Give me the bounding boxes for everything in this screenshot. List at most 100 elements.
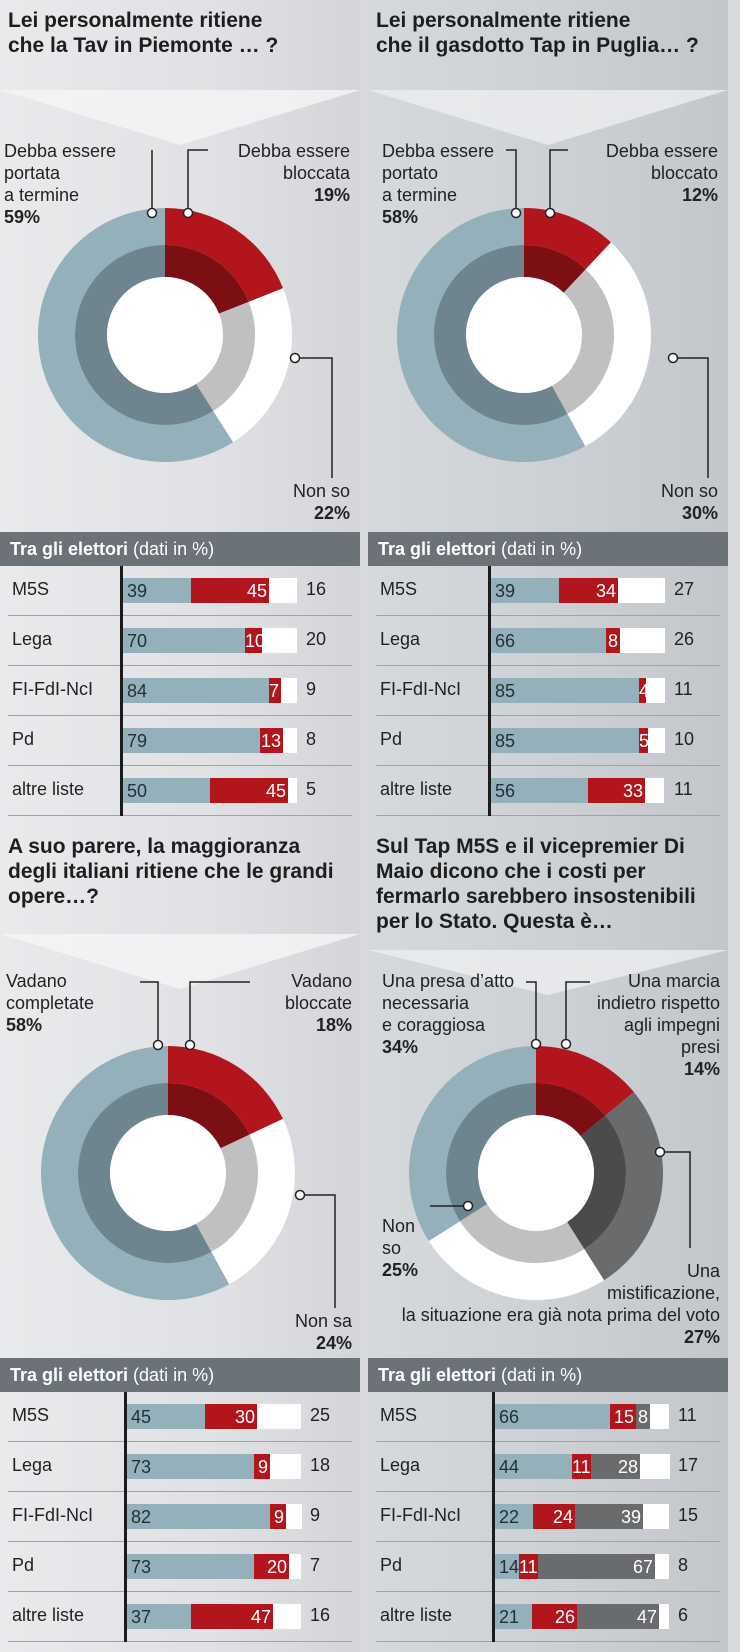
label-unsure-text: Non so [292, 481, 350, 501]
question-title: Lei personalmente ritiene che la Tav in … [8, 9, 279, 57]
label-complete-text: Vadano completate [6, 971, 95, 1013]
slice-block-inner [165, 245, 249, 314]
table-row: FI-FdI-NcI 85 4 11 [368, 666, 728, 716]
table-header: Tra gli elettori (dati in %) [368, 532, 728, 566]
unsure-value: 11 [678, 1405, 697, 1425]
slice-block-inner [536, 1083, 606, 1137]
label-block: Debba essere bloccato 12% [606, 140, 718, 206]
unsure-value: 8 [678, 1555, 689, 1575]
bar-unsure [289, 1554, 301, 1579]
bar-mist: 8 [636, 1404, 650, 1429]
bar-complete: 73 [127, 1454, 254, 1479]
bar-block: 11 [572, 1454, 591, 1479]
label-unsure: Non sa 24% [295, 1310, 352, 1354]
donut-chart [37, 208, 292, 462]
party-label: FI-FdI-NcI [12, 679, 93, 699]
label-unsure-pct: 30% [681, 503, 718, 523]
slice-complete-outer [37, 208, 234, 462]
party-label: FI-FdI-NcI [380, 1505, 461, 1525]
party-label: Pd [380, 1555, 403, 1575]
table-header-sub: (dati in %) [133, 539, 215, 559]
table-row: FI-FdI-NcI 82 9 9 [0, 1492, 360, 1542]
label-unsure-text: Non so [382, 1216, 416, 1258]
row-divider [376, 1491, 720, 1492]
bar-complete: 85 [491, 728, 639, 753]
bar-complete: 66 [491, 628, 606, 653]
bar-complete: 44 [495, 1454, 572, 1479]
table-row: FI-FdI-NcI 22 24 39 15 [368, 1492, 728, 1542]
table-header-title: Tra gli elettori [378, 1365, 497, 1385]
unsure-value: 16 [306, 579, 327, 599]
label-unsure-pct: 25% [382, 1260, 419, 1280]
unsure-value: 25 [310, 1405, 331, 1425]
table-header-title: Tra gli elettori [10, 1365, 129, 1385]
table-header: Tra gli elettori (dati in %) [0, 532, 360, 566]
chevron-decoration [0, 934, 360, 989]
label-complete-text: Debba essere portato a termine [382, 141, 495, 205]
table-row: Lega 70 10 20 [0, 616, 360, 666]
slice-unsure-inner [460, 1204, 585, 1263]
bar-mist: 47 [577, 1604, 659, 1629]
slice-block-inner [168, 1083, 250, 1149]
bar-complete: 70 [123, 628, 245, 653]
slice-block-outer [168, 1046, 283, 1135]
bar-unsure [650, 1404, 669, 1429]
label-block-pct: 18% [315, 1015, 352, 1035]
table-row: M5S 45 30 25 [0, 1392, 360, 1442]
row-divider [8, 715, 352, 716]
table-axis [488, 566, 491, 816]
table-row: Pd 85 5 10 [368, 716, 728, 766]
label-complete: Vadano completate 58% [6, 970, 94, 1036]
label-mist: Una mistificazione, la situazione era gi… [402, 1260, 720, 1348]
row-divider [376, 1441, 720, 1442]
panel-tap: Lei personalmente ritiene che il gasdott… [368, 0, 728, 830]
unsure-value: 26 [674, 629, 695, 649]
unsure-value: 5 [306, 779, 317, 799]
donut-chart [397, 207, 651, 462]
table-row: altre liste 56 33 11 [368, 766, 728, 816]
label-unsure: Non so 30% [661, 480, 718, 524]
bar-complete: 50 [123, 778, 210, 803]
question-title: Sul Tap M5S e il vicepremier Di Maio dic… [376, 835, 696, 933]
unsure-value: 8 [306, 729, 317, 749]
slice-complete-inner [434, 245, 568, 425]
unsure-value: 11 [674, 679, 693, 699]
table-header-title: Tra gli elettori [10, 539, 129, 559]
party-label: Pd [12, 729, 35, 749]
panel-grandi-opere: A suo parere, la maggioranza degli itali… [0, 830, 360, 1652]
label-unsure-text: Non so [660, 481, 718, 501]
bar-unsure [262, 628, 297, 653]
bar-block: 34 [559, 578, 618, 603]
bar-block: 8 [606, 628, 620, 653]
party-label: M5S [12, 1405, 50, 1425]
table-row: FI-FdI-NcI 84 7 9 [0, 666, 360, 716]
slice-complete-inner [75, 245, 214, 425]
bar-unsure [648, 728, 665, 753]
table-row: M5S 66 15 8 11 [368, 1392, 728, 1442]
table-header: Tra gli elettori (dati in %) [0, 1358, 360, 1392]
bar-complete: 39 [123, 578, 191, 603]
party-label: altre liste [12, 779, 85, 799]
bar-block: 9 [270, 1504, 286, 1529]
row-divider [8, 1541, 352, 1542]
unsure-value: 6 [678, 1605, 689, 1625]
label-mist-text: Una mistificazione, la situazione era gi… [401, 1261, 720, 1325]
table-header-title: Tra gli elettori [378, 539, 497, 559]
party-label: altre liste [12, 1605, 85, 1625]
panel-tav: Lei personalmente ritiene che la Tav in … [0, 0, 360, 830]
label-complete-text: Una presa d’atto necessaria e coraggiosa [382, 971, 515, 1035]
bar-block: 15 [610, 1404, 636, 1429]
table-header-sub: (dati in %) [133, 1365, 215, 1385]
label-complete-text: Debba essere portata a termine [4, 141, 117, 205]
bar-block: 10 [245, 628, 262, 653]
unsure-value: 10 [674, 729, 695, 749]
slice-complete-outer [397, 207, 586, 462]
label-block-pct: 14% [683, 1059, 720, 1079]
row-divider [376, 1591, 720, 1592]
bar-unsure [273, 1604, 301, 1629]
bar-complete: 37 [127, 1604, 191, 1629]
bar-unsure [655, 1554, 669, 1579]
label-complete: Debba essere portato a termine 58% [382, 140, 494, 228]
question-title: Lei personalmente ritiene che il gasdott… [376, 9, 699, 57]
